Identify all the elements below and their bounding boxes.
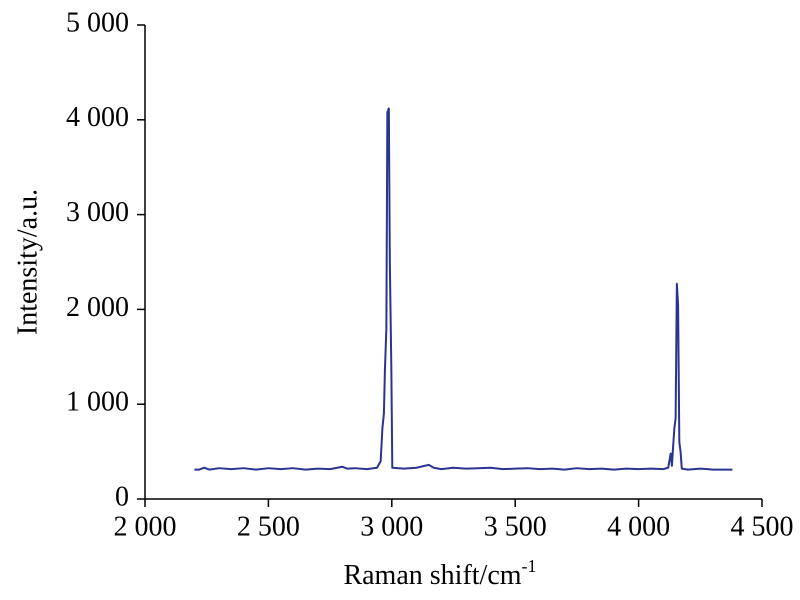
data-line (194, 107, 733, 471)
y-tick-label: 0 (115, 481, 129, 512)
x-axis-label-main: Raman shift/cm (343, 560, 521, 591)
y-axis-label: Intensity/a.u. (12, 189, 43, 335)
y-tick-label: 4 000 (66, 102, 129, 133)
y-tick-label: 3 000 (66, 197, 129, 228)
x-tick-label: 4 500 (731, 511, 794, 542)
x-axis-label-superscript: -1 (522, 556, 537, 576)
x-axis-label: Raman shift/cm-1 (343, 556, 536, 591)
y-tick-label: 5 000 (66, 7, 129, 38)
y-tick-label: 2 000 (66, 292, 129, 323)
x-tick-label: 3 500 (484, 511, 547, 542)
y-tick-label: 1 000 (66, 387, 129, 418)
x-tick-label: 2 500 (237, 511, 300, 542)
x-tick-label: 3 000 (360, 511, 423, 542)
x-tick-label: 2 000 (114, 511, 177, 542)
x-tick-label: 4 000 (607, 511, 670, 542)
